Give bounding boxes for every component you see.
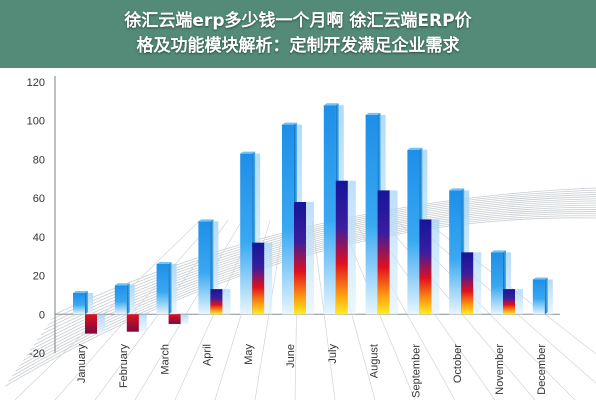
bar-series1	[365, 114, 378, 315]
bar-group	[282, 122, 314, 315]
bar-series2	[85, 314, 97, 334]
bar-series1	[240, 153, 253, 315]
bar-series2	[294, 202, 306, 315]
y-tick-label: 120	[27, 77, 45, 89]
bar-series1-top	[532, 277, 548, 280]
bar-group	[491, 250, 523, 315]
bar-shadow	[513, 289, 523, 315]
bar-shadow	[178, 314, 189, 324]
bar-shadow	[250, 153, 261, 315]
bar-shadow	[136, 314, 147, 332]
y-tick-label: 0	[39, 309, 45, 321]
bar-series2	[377, 190, 390, 315]
bars-layer	[73, 103, 553, 334]
bar-group	[240, 151, 273, 315]
bar-shadow	[262, 242, 273, 315]
bar-series1-top	[198, 219, 214, 222]
bar-series1-top	[73, 290, 88, 293]
bar-series1-top	[240, 151, 256, 154]
bar-series2	[168, 314, 181, 324]
bar-series1-side	[168, 261, 172, 315]
bar-series1-top	[323, 103, 339, 106]
bar-group	[407, 147, 440, 315]
x-axis: January February March April May June July Augu…	[76, 344, 548, 398]
bar-series2	[210, 289, 223, 315]
banner-line-2: 格及功能模块解析：定制开发满足企业需求	[136, 36, 460, 56]
y-axis: -20 0 20 40 60 80 100 120	[27, 76, 56, 360]
bar-series1	[114, 285, 127, 315]
bar-shadow	[95, 314, 105, 334]
bar-series2	[503, 289, 515, 315]
bar-series2	[335, 180, 348, 315]
bar-group	[198, 219, 231, 315]
grid-line	[14, 219, 201, 401]
bar-series1-top	[449, 188, 465, 191]
bar-series2	[461, 252, 474, 315]
y-tick-label: 40	[33, 232, 45, 244]
bar-shadow	[304, 202, 314, 315]
bar-series1	[198, 221, 211, 315]
y-tick-label: 80	[33, 154, 45, 166]
bar-series1	[449, 190, 462, 315]
y-tick-label: 100	[27, 116, 45, 128]
bar-shadow	[387, 190, 398, 315]
x-tick-label: October	[452, 344, 464, 383]
bar-series1	[491, 252, 503, 315]
bar-series1-top	[491, 250, 506, 253]
bar-group	[73, 290, 105, 334]
x-tick-label: January	[76, 344, 88, 384]
title-banner: 徐汇云端erp多少钱一个月啊 徐汇云端ERP价 格及功能模块解析：定制开发满足企…	[0, 0, 596, 68]
bar-series1	[532, 279, 545, 315]
bar-group	[449, 188, 482, 315]
x-tick-label: March	[160, 344, 172, 375]
bar-series2	[419, 219, 432, 315]
bar-group	[323, 103, 356, 315]
bar-series1-top	[282, 122, 297, 125]
bar-series2	[252, 242, 265, 315]
bar-series1	[73, 292, 85, 315]
bar-shadow	[429, 219, 440, 315]
y-tick-label: 60	[33, 193, 45, 205]
bar-series1-top	[365, 112, 381, 115]
x-tick-label: May	[243, 344, 255, 365]
bar-shadow	[471, 252, 482, 315]
grid-line	[311, 219, 336, 401]
grid-line	[134, 219, 243, 401]
bar-series1	[156, 263, 169, 315]
bar-group	[365, 112, 398, 315]
bar-series1	[282, 124, 294, 315]
bar-series1-side	[85, 290, 88, 315]
y-tick-label: -20	[29, 348, 45, 360]
bar-series2	[126, 314, 139, 332]
bar-shadow	[345, 180, 356, 315]
bar-series1-top	[114, 283, 130, 286]
x-tick-label: December	[536, 344, 548, 395]
bar-group	[156, 261, 189, 324]
x-tick-label: November	[494, 344, 506, 395]
y-tick-label: 20	[33, 271, 45, 283]
bar-series1-top	[156, 261, 172, 264]
bar-shadow	[220, 289, 231, 315]
bar-group	[532, 277, 553, 315]
bar-series1-side	[126, 283, 130, 315]
bar-series1	[407, 149, 420, 315]
banner-line-1: 徐汇云端erp多少钱一个月啊 徐汇云端ERP价	[124, 11, 472, 31]
x-tick-label: June	[285, 344, 297, 368]
x-tick-label: August	[369, 344, 381, 378]
bar-series1	[323, 105, 336, 315]
x-tick-label: September	[410, 344, 422, 398]
x-tick-label: April	[201, 344, 213, 366]
bar-group	[114, 283, 147, 332]
bar-series1-side	[544, 277, 548, 315]
bar-series1-top	[407, 147, 423, 150]
x-tick-label: July	[327, 344, 339, 364]
x-tick-label: February	[118, 344, 130, 389]
